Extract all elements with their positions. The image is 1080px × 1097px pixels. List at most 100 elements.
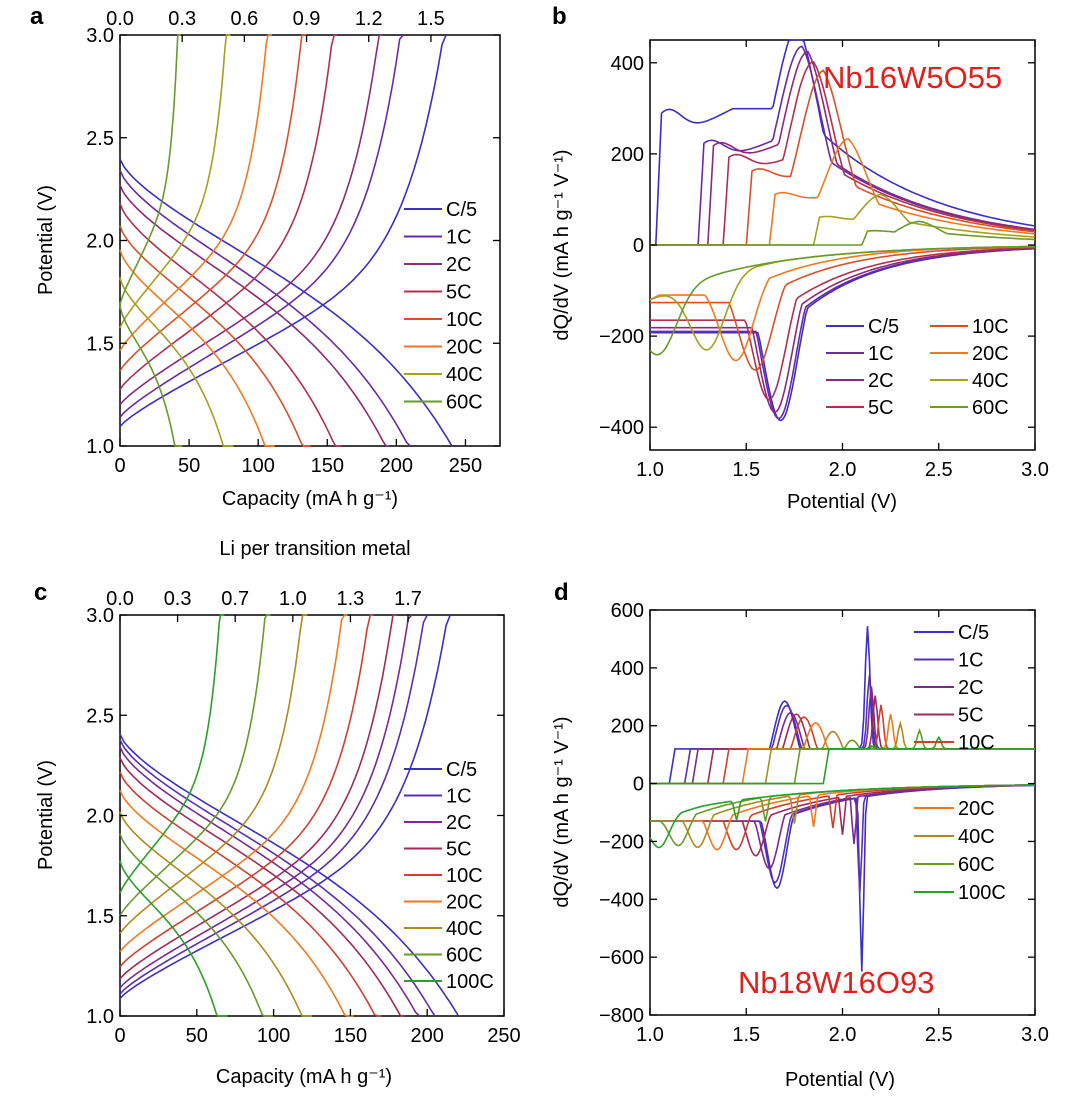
panel-b-letter: b xyxy=(552,3,567,30)
x-tick-label: 2.0 xyxy=(829,1024,857,1046)
top-tick-label: 0.9 xyxy=(293,8,321,30)
panel-a-letter: a xyxy=(30,3,44,30)
charge-curve-20C xyxy=(119,614,348,953)
charge-curve-10C xyxy=(119,34,307,372)
y-tick-label: 2.5 xyxy=(86,705,114,727)
legend-label-5C: 5C xyxy=(958,705,984,727)
legend-label-2C: 2C xyxy=(446,254,472,276)
x-tick-label: 150 xyxy=(334,1025,367,1047)
x-tick-label: 0 xyxy=(114,1025,125,1047)
top-tick-label: 1.3 xyxy=(336,588,364,610)
x-tick-label: 3.0 xyxy=(1021,459,1049,481)
legend-label-1C: 1C xyxy=(446,227,472,249)
legend-label-C/5: C/5 xyxy=(446,759,477,781)
x-tick-label: 200 xyxy=(380,455,413,477)
legend-label-100C: 100C xyxy=(446,971,494,993)
panel-d-y-label: dQ/dV (mA h g⁻¹ V⁻¹) xyxy=(551,716,573,907)
panel-d-x-ticks: 1.0 1.5 2.0 2.5 3.0 xyxy=(636,610,1049,1046)
top-tick-label: 0.7 xyxy=(221,588,249,610)
discharge-curve-60C xyxy=(119,833,274,1017)
discharge-curve-10C xyxy=(119,771,382,1017)
legend-label-1C: 1C xyxy=(446,786,472,808)
y-tick-label: 1.0 xyxy=(86,436,114,458)
panel-b-legend: C/5 1C 2C 5C 10C 20C 40C 60C xyxy=(826,316,1009,419)
legend-label-40C: 40C xyxy=(446,918,483,940)
charge-dqdv-C/5 xyxy=(650,39,1036,246)
legend-label-5C: 5C xyxy=(446,282,472,304)
panel-b: b 1.0 1.5 2.0 2.5 3.0 −400 −200 0 200 400 Potent… xyxy=(551,3,1049,513)
legend-label-C/5: C/5 xyxy=(868,316,899,338)
discharge-dqdv-5C xyxy=(650,246,1036,401)
x-tick-label: 1.0 xyxy=(636,459,664,481)
legend-label-60C: 60C xyxy=(972,397,1009,419)
x-tick-label: 2.5 xyxy=(925,1024,953,1046)
panel-c-top-axis-title: Li per transition metal xyxy=(219,538,410,560)
y-tick-label: −400 xyxy=(599,417,644,439)
discharge-curve-5C xyxy=(119,757,405,1017)
charge-curve-10C xyxy=(119,614,374,968)
y-tick-label: −200 xyxy=(599,831,644,853)
panel-c-top-ticks: 0.0 0.3 0.7 1.0 1.3 1.7 xyxy=(106,588,422,622)
y-tick-label: 400 xyxy=(611,658,644,680)
charge-curve-1C xyxy=(119,34,404,418)
panel-b-lines xyxy=(649,39,1036,422)
x-tick-label: 1.0 xyxy=(636,1024,664,1046)
y-tick-label: 1.0 xyxy=(86,1006,114,1028)
legend-label-1C: 1C xyxy=(868,343,894,365)
top-tick-label: 1.0 xyxy=(279,588,307,610)
discharge-dqdv-100C xyxy=(649,784,1035,849)
panel-d-lines xyxy=(649,626,1036,972)
charge-dqdv-60C xyxy=(650,220,1036,246)
legend-label-10C: 10C xyxy=(446,865,483,887)
charge-curve-20C xyxy=(119,34,272,352)
charge-curve-2C xyxy=(119,614,413,989)
discharge-curve-60C xyxy=(119,305,183,447)
panel-c-y-ticks: 1.0 1.5 2.0 2.5 3.0 xyxy=(86,605,504,1028)
x-tick-label: 2.0 xyxy=(829,459,857,481)
legend-label-2C: 2C xyxy=(868,370,894,392)
legend-label-20C: 20C xyxy=(972,343,1009,365)
y-tick-label: 3.0 xyxy=(86,25,114,47)
charge-curve-C/5 xyxy=(119,34,447,428)
x-tick-label: 100 xyxy=(257,1025,290,1047)
panel-b-annotation: Nb16W5O55 xyxy=(823,60,1002,95)
panel-a-x-label: Capacity (mA h g⁻¹) xyxy=(222,488,398,510)
y-tick-label: −800 xyxy=(599,1005,644,1027)
panel-a-y-ticks: 1.0 1.5 2.0 2.5 3.0 xyxy=(86,25,500,458)
panel-d-annotation: Nb18W16O93 xyxy=(738,965,934,1000)
discharge-curve-10C xyxy=(119,225,311,447)
panel-a-top-ticks: 0.0 0.3 0.6 0.9 1.2 1.5 xyxy=(106,8,445,42)
top-tick-label: 0.6 xyxy=(230,8,258,30)
x-tick-label: 1.5 xyxy=(732,459,760,481)
panel-d-y-ticks: −800 −600 −400 −200 0 200 400 600 xyxy=(599,600,1035,1027)
x-tick-label: 100 xyxy=(241,455,274,477)
charge-curve-40C xyxy=(119,34,231,329)
legend-label-10C: 10C xyxy=(446,309,483,331)
panel-c-legend: C/5 1C 2C 5C 10C 20C 40C 60C 100C xyxy=(404,759,494,993)
charge-curve-60C xyxy=(119,34,181,305)
legend-label-2C: 2C xyxy=(446,812,472,834)
legend-label-60C: 60C xyxy=(958,854,995,876)
discharge-curve-C/5 xyxy=(119,158,453,447)
top-tick-label: 1.2 xyxy=(355,8,383,30)
panel-a-y-label: Potential (V) xyxy=(35,185,57,295)
panel-b-y-label: dQ/dV (mA h g⁻¹ V⁻¹) xyxy=(551,149,573,340)
discharge-curve-100C xyxy=(119,860,228,1017)
charge-curve-60C xyxy=(119,614,271,917)
charge-curve-C/5 xyxy=(119,614,451,1000)
legend-label-10C: 10C xyxy=(972,316,1009,338)
legend-label-60C: 60C xyxy=(446,945,483,967)
y-tick-label: −600 xyxy=(599,947,644,969)
panel-d-legend: C/5 1C 2C 5C 10C 20C 40C 60C 100C xyxy=(914,622,1006,904)
charge-curve-5C xyxy=(119,614,397,980)
legend-label-C/5: C/5 xyxy=(446,199,477,221)
legend-label-5C: 5C xyxy=(868,397,894,419)
y-tick-label: −200 xyxy=(599,326,644,348)
panel-d-letter: d xyxy=(554,579,569,606)
discharge-dqdv-2C xyxy=(650,247,1036,414)
legend-label-5C: 5C xyxy=(446,839,472,861)
legend-label-C/5: C/5 xyxy=(958,622,989,644)
discharge-curve-20C xyxy=(119,249,275,447)
panel-c-x-label: Capacity (mA h g⁻¹) xyxy=(216,1066,392,1088)
